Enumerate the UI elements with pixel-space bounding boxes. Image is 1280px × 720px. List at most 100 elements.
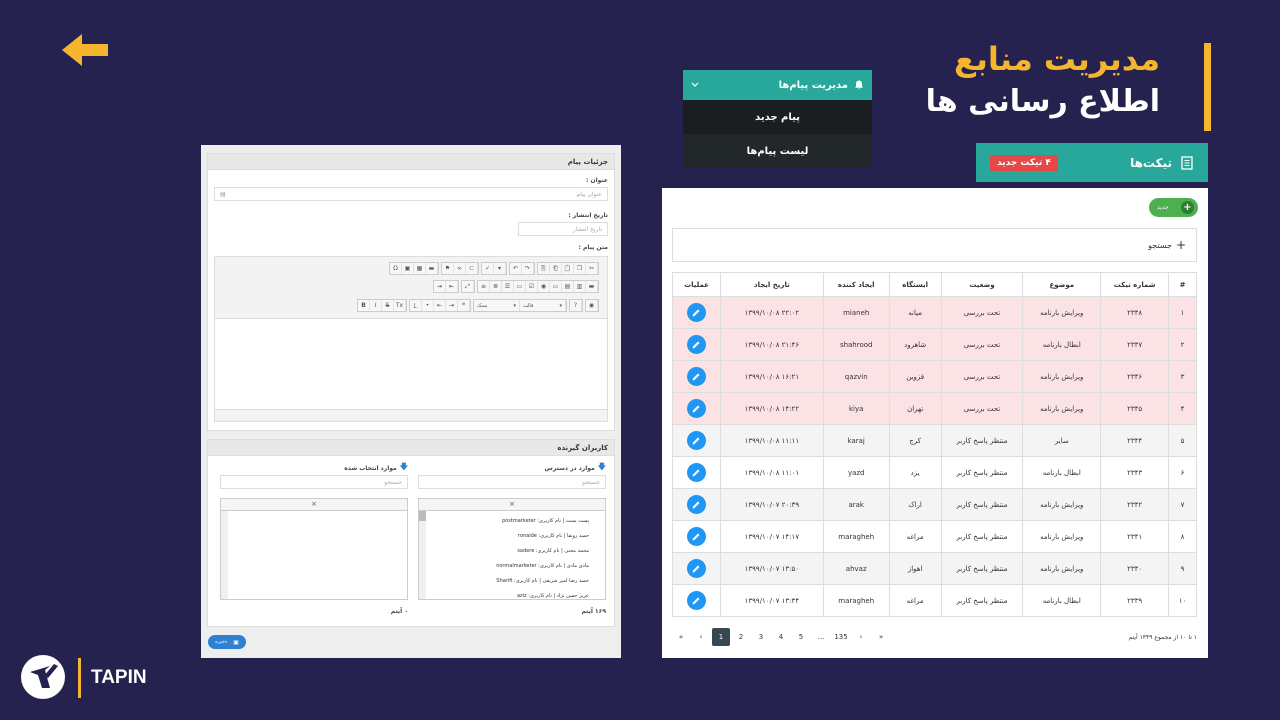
table-row[interactable]: ۲ ۲۳۴۷ ابطال بارنامه تحت بررسی شاهرود shahroo… xyxy=(672,328,1197,361)
image-icon[interactable]: ▣ xyxy=(402,263,414,274)
edit-button[interactable] xyxy=(686,303,706,322)
search-panel[interactable]: + جستجو xyxy=(672,228,1197,262)
dropdown-icon[interactable]: ▾ xyxy=(494,263,506,274)
edit-button[interactable] xyxy=(686,527,706,546)
page-button[interactable]: 135 xyxy=(834,633,848,641)
list-item[interactable]: حمید رضا امیر شریفی | نام کاربری: Sharif… xyxy=(496,578,589,584)
page-button[interactable]: « xyxy=(678,633,684,641)
table-row[interactable]: ۶ ۲۳۴۳ ابطال بارنامه منتظر پاسخ کاربر یزد yaz… xyxy=(672,456,1197,489)
menu-item-new-message[interactable]: پیام جدید xyxy=(683,100,872,134)
list-item[interactable]: محمد محبی | نام کاربری: sadere xyxy=(517,548,589,554)
bullet-list-icon[interactable]: • xyxy=(422,300,434,311)
selected-search-input[interactable]: جستجو xyxy=(220,475,408,489)
paste-word-icon[interactable]: ⎘ xyxy=(538,263,550,274)
list-item[interactable]: حمید رونقا | نام کاربری: ronaide xyxy=(518,533,589,539)
outdent-icon[interactable]: ⇤ xyxy=(446,281,458,292)
table-row[interactable]: ۵ ۲۳۴۴ سایر منتظر پاسخ کاربر کرج karaj ۱۳۹۹/۱۰… xyxy=(672,424,1197,457)
edit-button[interactable] xyxy=(686,591,706,610)
button-icon[interactable]: ▬ xyxy=(586,281,598,292)
increase-indent-icon[interactable]: ⇥ xyxy=(446,300,458,311)
page-button[interactable]: 5 xyxy=(798,633,804,641)
menu-header[interactable]: مدیریت پیام‌ها xyxy=(683,70,872,100)
new-ticket-button[interactable]: جدید + xyxy=(1149,198,1198,217)
table-row[interactable]: ۸ ۲۳۴۱ ویرایش بارنامه منتظر پاسخ کاربر مراغه… xyxy=(672,520,1197,553)
radio-icon[interactable]: ◉ xyxy=(538,281,550,292)
date-input[interactable]: تاریخ انتشار xyxy=(518,222,608,236)
back-arrow-icon[interactable] xyxy=(60,32,110,68)
source-icon[interactable]: Ω xyxy=(390,263,402,274)
blockquote-icon[interactable]: ❝ xyxy=(458,300,470,311)
table-row[interactable]: ۳ ۲۳۴۶ ویرایش بارنامه تحت بررسی قزوین qazvin ۱… xyxy=(672,360,1197,393)
title-input[interactable]: عنوان پیام ▤ xyxy=(214,187,608,201)
column-header[interactable]: # xyxy=(1168,272,1197,297)
selected-list-header[interactable]: × xyxy=(221,499,407,511)
hr-icon[interactable]: ▬ xyxy=(426,263,438,274)
menu-item-message-list[interactable]: لیست پیام‌ها xyxy=(683,134,872,168)
selected-scrollbar[interactable] xyxy=(221,511,228,599)
page-button[interactable]: 4 xyxy=(778,633,784,641)
align-right-icon[interactable]: ☰ xyxy=(502,281,514,292)
column-header[interactable]: شماره تیکت xyxy=(1100,272,1170,297)
table-icon[interactable]: ▦ xyxy=(414,263,426,274)
spellcheck-icon[interactable]: ✓ xyxy=(482,263,494,274)
table-row[interactable]: ۷ ۲۳۴۲ ویرایش بارنامه منتظر پاسخ کاربر اراک a… xyxy=(672,488,1197,521)
edit-button[interactable] xyxy=(686,495,706,514)
align-left-icon[interactable]: ≡ xyxy=(478,281,490,292)
selected-list[interactable]: × xyxy=(220,498,408,600)
clear-format-icon[interactable]: Tx xyxy=(394,300,406,311)
bold-icon[interactable]: B xyxy=(358,300,370,311)
italic-icon[interactable]: I xyxy=(370,300,382,311)
edit-button[interactable] xyxy=(686,399,706,418)
style-select[interactable]: سبک ▾ xyxy=(474,300,520,311)
column-header[interactable]: تاریخ ایجاد xyxy=(719,272,824,297)
paste-text-icon[interactable]: ⎗ xyxy=(550,263,562,274)
available-list-header[interactable]: × xyxy=(419,499,605,511)
table-row[interactable]: ۴ ۲۳۴۵ ویرایش بارنامه تحت بررسی تهران kiya ۱۳۹… xyxy=(672,392,1197,425)
format-select[interactable]: قالب ▾ xyxy=(520,300,566,311)
column-header[interactable]: ایجاد کننده xyxy=(822,272,890,297)
decrease-indent-icon[interactable]: ⇤ xyxy=(434,300,446,311)
strike-icon[interactable]: S xyxy=(382,300,394,311)
save-button[interactable]: ▣ ذخیره xyxy=(208,635,246,649)
numbered-list-icon[interactable]: ⒈ xyxy=(410,300,422,311)
page-button[interactable]: 1 xyxy=(712,628,730,646)
preview-icon[interactable]: ◉ xyxy=(586,300,598,311)
edit-button[interactable] xyxy=(686,367,706,386)
align-center-icon[interactable]: ≣ xyxy=(490,281,502,292)
flag-icon[interactable]: ⚑ xyxy=(442,263,454,274)
indent-icon[interactable]: ⇥ xyxy=(434,281,446,292)
column-header[interactable]: موضوع xyxy=(1022,272,1102,297)
list-item[interactable]: عزیز حسن نژاد | نام کاربری: aziz xyxy=(516,593,589,599)
edit-button[interactable] xyxy=(686,431,706,450)
page-button[interactable]: ‹ xyxy=(699,633,703,641)
help-icon[interactable]: ? xyxy=(570,300,582,311)
available-scrollbar[interactable] xyxy=(419,511,426,599)
copy-icon[interactable]: ❐ xyxy=(574,263,586,274)
column-header[interactable]: وضعیت xyxy=(940,272,1024,297)
form-icon[interactable]: ▭ xyxy=(514,281,526,292)
redo-icon[interactable]: ↷ xyxy=(522,263,534,274)
available-list[interactable]: × پست پست | نام کاربری: postmarketer حمی… xyxy=(418,498,606,600)
undo-icon[interactable]: ↶ xyxy=(510,263,522,274)
available-search-input[interactable]: جستجو xyxy=(418,475,606,489)
select-icon[interactable]: ▥ xyxy=(574,281,586,292)
page-button[interactable]: 2 xyxy=(738,633,744,641)
unlink-icon[interactable]: ∞ xyxy=(454,263,466,274)
paste-icon[interactable]: 📋 xyxy=(562,263,574,274)
link-icon[interactable]: ⊂ xyxy=(466,263,478,274)
textfield-icon[interactable]: ▭ xyxy=(550,281,562,292)
column-header[interactable]: ایستگاه xyxy=(888,272,942,297)
edit-button[interactable] xyxy=(686,335,706,354)
checkbox-icon[interactable]: ☑ xyxy=(526,281,538,292)
page-button[interactable]: › xyxy=(859,633,863,641)
table-row[interactable]: ۱ ۲۳۴۸ ویرایش بارنامه تحت بررسی میانه mianeh ۱… xyxy=(672,296,1197,329)
textarea-icon[interactable]: ▤ xyxy=(562,281,574,292)
new-tickets-badge[interactable]: ۴ تیکت جدید xyxy=(990,154,1058,171)
edit-button[interactable] xyxy=(686,559,706,578)
cut-icon[interactable]: ✂ xyxy=(586,263,598,274)
list-item[interactable]: مادی مادی | نام کاربری: normalmarketer xyxy=(496,563,589,569)
maximize-icon[interactable]: ⤢ xyxy=(462,281,474,292)
edit-button[interactable] xyxy=(686,463,706,482)
table-row[interactable]: ۱۰ ۲۳۳۹ ابطال بارنامه منتظر پاسخ کاربر مراغه… xyxy=(672,584,1197,617)
